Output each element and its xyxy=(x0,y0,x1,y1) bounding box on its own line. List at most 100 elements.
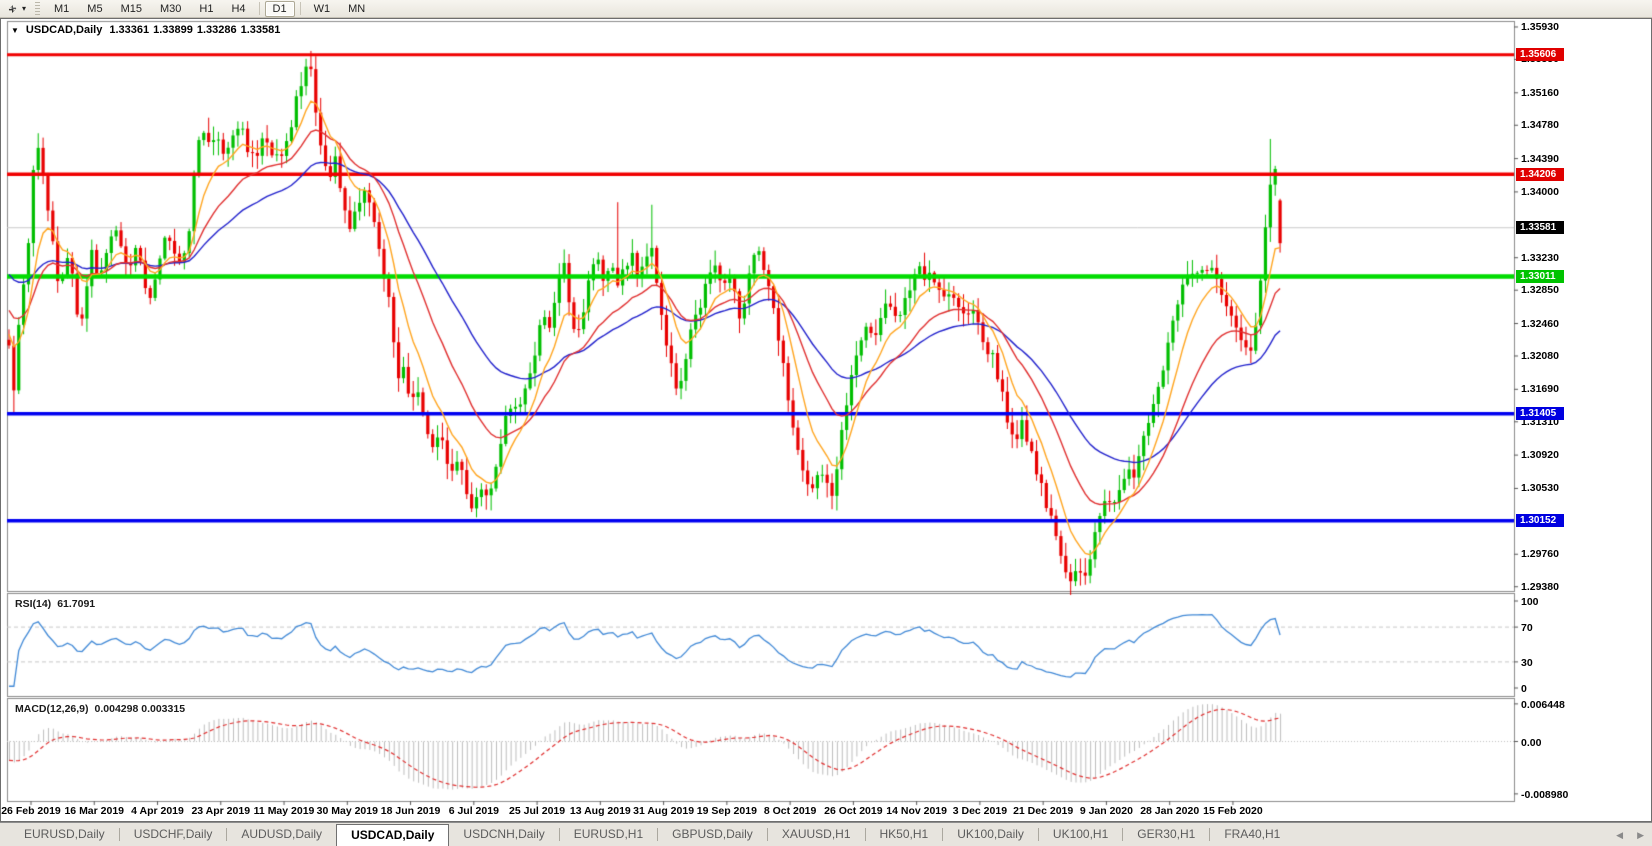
rsi-label: RSI(14) 61.7091 xyxy=(15,598,95,610)
ohlc-low: 1.33286 xyxy=(196,24,237,36)
tab-eurusd-h1[interactable]: EURUSD,H1 xyxy=(573,827,644,841)
tab-scroll-arrows: ◀ ▶ xyxy=(1616,823,1644,846)
price-tick-label: 1.32460 xyxy=(1521,317,1559,330)
date-tick-label: 26 Oct 2019 xyxy=(824,805,883,817)
price-tick-label: 1.34000 xyxy=(1521,185,1559,198)
tabs-scroll-right-icon[interactable]: ▶ xyxy=(1637,829,1644,840)
date-tick-label: 25 Jul 2019 xyxy=(509,805,566,817)
tab-ger30-h1[interactable]: GER30,H1 xyxy=(1137,827,1196,841)
toolbar-separator xyxy=(299,2,301,15)
price-tick-label: 1.29380 xyxy=(1521,580,1559,593)
timeframe-button-MN[interactable]: MN xyxy=(348,2,366,15)
toolbar-separator xyxy=(258,2,260,15)
macd-scale-label: 0.00 xyxy=(1521,736,1542,749)
chart-tab-bar: EURUSD,Daily USDCHF,Daily AUDUSD,Daily USDC… xyxy=(0,822,1652,846)
timeframe-button-M5[interactable]: M5 xyxy=(87,2,103,15)
chart-symbol-label: USDCAD,Daily xyxy=(25,24,103,36)
date-tick-label: 13 Aug 2019 xyxy=(569,805,631,817)
price-tick-label: 1.29760 xyxy=(1521,548,1559,561)
tab-usdchf-daily[interactable]: USDCHF,Daily xyxy=(133,827,213,841)
price-tick-label: 1.34780 xyxy=(1521,119,1559,132)
toolbar-grip[interactable] xyxy=(35,1,41,16)
tab-separator xyxy=(657,828,659,841)
price-tick-label: 1.33230 xyxy=(1521,251,1559,264)
tab-usdcad-daily[interactable]: USDCAD,Daily xyxy=(336,824,450,846)
ohlc-open: 1.33361 xyxy=(109,24,150,36)
tab-separator xyxy=(1209,828,1211,841)
tab-separator xyxy=(864,828,866,841)
chart-tabs: EURUSD,Daily USDCHF,Daily AUDUSD,Daily USDC… xyxy=(0,823,1294,846)
date-tick-label: 14 Nov 2019 xyxy=(886,805,947,817)
timeframe-button-H4[interactable]: H4 xyxy=(231,2,246,15)
timeframe-toolbar: ▾ M1 M5 M15 M30 H1 H4 D1 W1 MN xyxy=(0,0,1652,18)
tab-separator xyxy=(1122,828,1124,841)
tab-usdcnh-daily[interactable]: USDCNH,Daily xyxy=(463,827,545,841)
date-tick-label: 23 Apr 2019 xyxy=(191,805,251,817)
macd-label: MACD(12,26,9) 0.004298 0.003315 xyxy=(15,703,185,715)
price-badge-1.30152: 1.30152 xyxy=(1516,514,1564,528)
tab-audusd-daily[interactable]: AUDUSD,Daily xyxy=(241,827,323,841)
tab-xauusd-h1[interactable]: XAUUSD,H1 xyxy=(781,827,851,841)
rsi-scale-label: 0 xyxy=(1521,683,1527,695)
periods-toolbar-button[interactable]: ▾ xyxy=(0,3,30,15)
timeframe-button-W1[interactable]: W1 xyxy=(313,2,331,15)
tab-separator xyxy=(942,828,944,841)
macd-scale-label: 0.006448 xyxy=(1521,698,1565,711)
price-badge-1.33011: 1.33011 xyxy=(1516,269,1564,283)
price-chart-canvas[interactable] xyxy=(1,19,1651,821)
date-tick-label: 3 Dec 2019 xyxy=(952,805,1008,817)
date-tick-label: 26 Feb 2019 xyxy=(1,805,61,817)
timeframe-button-D1[interactable]: D1 xyxy=(264,0,295,17)
date-tick-label: 11 May 2019 xyxy=(253,805,315,817)
date-tick-label: 19 Sep 2019 xyxy=(696,805,757,817)
macd-name: MACD(12,26,9) xyxy=(15,703,89,715)
price-tick-label: 1.30530 xyxy=(1521,482,1559,495)
date-tick-label: 15 Feb 2020 xyxy=(1203,805,1263,817)
tab-separator xyxy=(1037,828,1039,841)
price-badge-1.31405: 1.31405 xyxy=(1516,407,1564,421)
tabs-scroll-left-icon[interactable]: ◀ xyxy=(1616,829,1624,840)
price-tick-label: 1.35160 xyxy=(1521,86,1559,99)
periods-icon xyxy=(8,4,17,13)
rsi-scale-label: 70 xyxy=(1521,622,1533,635)
price-tick-label: 1.31690 xyxy=(1521,383,1559,396)
timeframe-button-M30[interactable]: M30 xyxy=(159,2,182,15)
date-tick-label: 30 May 2019 xyxy=(316,805,378,817)
timeframe-button-M15[interactable]: M15 xyxy=(120,2,142,15)
date-tick-label: 16 Mar 2019 xyxy=(64,805,125,817)
date-tick-label: 21 Dec 2019 xyxy=(1013,805,1074,817)
tab-hk50-h1[interactable]: HK50,H1 xyxy=(879,827,929,841)
macd-values: 0.004298 0.003315 xyxy=(94,703,186,715)
price-badge-1.34206: 1.34206 xyxy=(1516,167,1564,181)
ohlc-close: 1.33581 xyxy=(240,24,281,36)
collapse-caret-icon[interactable]: ▼ xyxy=(11,25,19,35)
price-badge-1.35606: 1.35606 xyxy=(1516,48,1564,62)
tab-eurusd-daily[interactable]: EURUSD,Daily xyxy=(24,827,105,841)
rsi-scale-label: 30 xyxy=(1521,656,1533,669)
tab-fra40-h1[interactable]: FRA40,H1 xyxy=(1224,827,1281,841)
rsi-scale-label: 100 xyxy=(1521,596,1539,608)
tab-uk100-daily[interactable]: UK100,Daily xyxy=(957,827,1024,841)
timeframe-button-H1[interactable]: H1 xyxy=(199,2,214,15)
rsi-name: RSI(14) xyxy=(15,598,52,610)
timeframe-button-M1[interactable]: M1 xyxy=(54,2,70,15)
date-tick-label: 6 Jul 2019 xyxy=(448,805,499,817)
tab-gbpusd-daily[interactable]: GBPUSD,Daily xyxy=(672,827,753,841)
timeframe-buttons: M1 M5 M15 M30 H1 H4 D1 W1 MN xyxy=(45,0,374,17)
tab-separator xyxy=(226,828,228,841)
macd-scale-label: -0.008980 xyxy=(1521,788,1569,801)
tab-separator xyxy=(558,828,560,841)
price-tick-label: 1.30920 xyxy=(1521,449,1559,462)
chart-title[interactable]: ▼ USDCAD,Daily 1.33361 1.33899 1.33286 1… xyxy=(11,24,280,36)
price-tick-label: 1.35930 xyxy=(1521,20,1559,33)
rsi-value: 61.7091 xyxy=(57,598,96,610)
price-tick-label: 1.34390 xyxy=(1521,152,1559,165)
dropdown-caret-icon[interactable]: ▾ xyxy=(22,4,27,13)
date-tick-label: 4 Apr 2019 xyxy=(131,805,184,817)
date-tick-label: 18 Jun 2019 xyxy=(380,805,441,817)
date-tick-label: 31 Aug 2019 xyxy=(633,805,695,817)
tab-uk100-h1[interactable]: UK100,H1 xyxy=(1052,827,1109,841)
tab-separator xyxy=(118,828,120,841)
tab-separator xyxy=(766,828,768,841)
